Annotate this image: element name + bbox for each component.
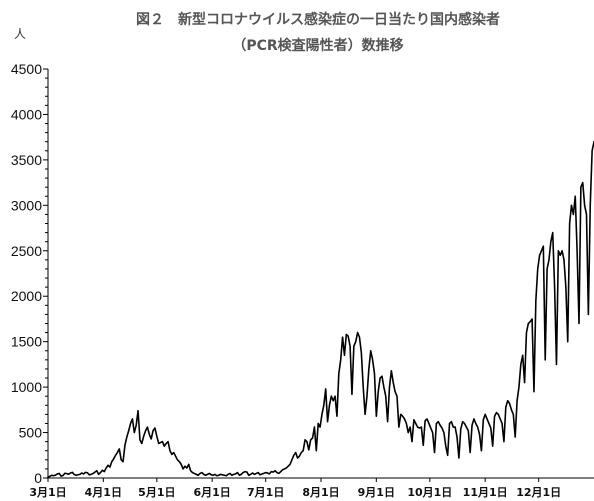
x-tick-label: 10月1日 — [407, 486, 452, 499]
y-tick-label: 4000 — [11, 106, 42, 122]
y-tick-label: 2000 — [11, 288, 42, 304]
x-tick-label: 6月1日 — [194, 486, 231, 499]
x-tick-label: 9月1日 — [358, 486, 395, 499]
x-tick-label: 5月1日 — [138, 486, 175, 499]
y-tick-label: 4500 — [11, 61, 42, 77]
x-tick-label: 11月1日 — [463, 486, 508, 499]
x-axis: 3月1日 4月1日 5月1日 6月1日 7月1日 8月1日 9月1日 10月1日 11月1日 12… — [29, 477, 594, 499]
y-tick-label: 2500 — [11, 243, 42, 259]
x-tick-label: 12月1日 — [516, 486, 561, 499]
series-group — [47, 140, 594, 478]
y-tick-label: 3500 — [11, 152, 42, 168]
y-tick-label: 0 — [34, 470, 42, 486]
chart-subtitle: （PCR検査陽性者）数推移 — [232, 37, 403, 54]
x-tick-label: 7月1日 — [247, 486, 284, 499]
y-axis: 0 500 1000 1500 2000 2500 3000 3500 4000 4500 — [11, 61, 49, 486]
x-tick-label: 8月1日 — [302, 486, 339, 499]
y-tick-label: 1000 — [11, 379, 42, 395]
y-tick-label: 1500 — [11, 334, 42, 350]
x-tick-label: 4月1日 — [85, 486, 122, 499]
chart-title: 図２ 新型コロナウイルス感染症の一日当たり国内感染者 — [136, 11, 500, 28]
y-axis-unit: 人 — [14, 27, 26, 41]
y-tick-label: 500 — [19, 425, 43, 441]
x-tick-label: 3月1日 — [29, 486, 66, 499]
series-line-0 — [47, 140, 594, 478]
y-tick-label: 3000 — [11, 197, 42, 213]
